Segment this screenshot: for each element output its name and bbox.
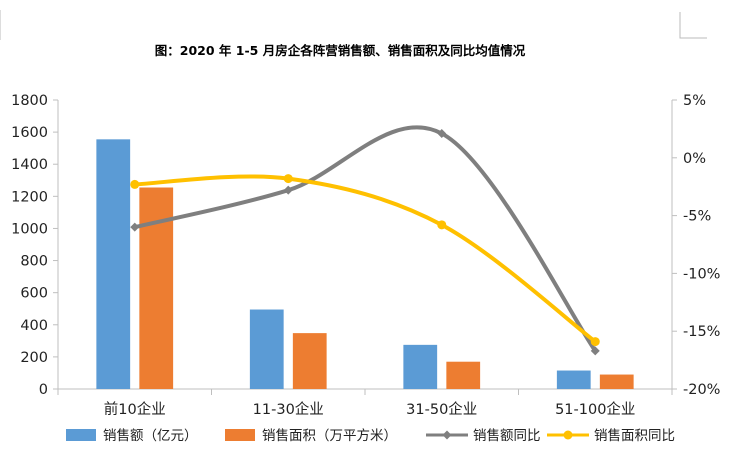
left-tick-label: 800: [20, 254, 48, 270]
right-tick-label: -10%: [683, 266, 720, 282]
x-tick-label: 前10企业: [104, 400, 166, 418]
frame-corner-right: [679, 12, 707, 39]
left-tick-label: 1800: [11, 93, 48, 109]
legend-sales-amount-yoy-marker: [442, 430, 452, 440]
right-tick-label: -15%: [683, 324, 720, 340]
point-sales-area-yoy: [283, 174, 293, 184]
legend-sales-amount-yoy-text: 销售额同比: [473, 428, 541, 444]
left-tick-label: 1200: [11, 189, 48, 205]
left-tick-label: 1000: [11, 221, 48, 237]
left-tick-label: 1600: [11, 125, 48, 141]
line-sales-area-yoy: [132, 174, 598, 344]
bar-sales-amount: [556, 370, 591, 389]
legend-sales-area-swatch: [225, 429, 255, 441]
point-sales-area-yoy: [130, 179, 140, 189]
bar-sales-area: [292, 333, 327, 389]
bar-sales-amount: [249, 309, 284, 389]
legend-sales-area-yoy-text: 销售面积同比: [594, 428, 675, 444]
chart-title: 图：2020 年 1-5 月房企各阵营销售额、销售面积及同比均值情况: [155, 43, 526, 58]
x-tick-label: 31-50企业: [406, 400, 477, 418]
left-tick-label: 600: [20, 286, 48, 302]
x-axis: 前10企业 11-30企业 31-50企业 51-100企业: [57, 388, 673, 418]
left-tick-label: 0: [39, 382, 48, 398]
legend: 销售额（亿元） 销售面积（万平方米） 销售额同比 销售面积同比: [66, 428, 675, 444]
point-sales-area-yoy: [437, 220, 447, 230]
right-axis: 5% 0% -5% -10% -15% -20%: [671, 93, 720, 398]
bar-sales-area: [446, 361, 481, 389]
point-sales-amount-yoy: [283, 185, 293, 195]
right-tick-label: 0%: [683, 151, 706, 167]
bar-sales-area: [599, 374, 634, 389]
right-tick-label: 5%: [683, 93, 706, 109]
line-sales-amount-yoy: [132, 125, 598, 353]
left-tick-label: 400: [20, 318, 48, 334]
left-tick-label: 200: [20, 350, 48, 366]
left-axis: 1800 1600 1400 1200 1000 800 600 400 200 0: [11, 93, 59, 398]
legend-sales-area-yoy-marker: [563, 430, 573, 440]
right-tick-label: -20%: [683, 382, 720, 398]
right-tick-label: -5%: [683, 209, 711, 225]
point-sales-amount-yoy: [437, 129, 447, 139]
left-tick-label: 1400: [11, 157, 48, 173]
legend-sales-area-text: 销售面积（万平方米）: [262, 428, 397, 444]
bar-sales-amount: [403, 344, 438, 389]
legend-sales-amount-swatch: [66, 429, 96, 441]
x-tick-label: 51-100企业: [555, 400, 635, 418]
point-sales-area-yoy: [590, 337, 600, 347]
bar-series: [96, 139, 634, 389]
legend-sales-amount-text: 销售额（亿元）: [103, 428, 198, 444]
line-series: [130, 125, 600, 356]
x-tick-label: 11-30企业: [253, 400, 324, 418]
bar-sales-amount: [96, 139, 131, 389]
point-sales-amount-yoy: [130, 222, 140, 232]
point-sales-amount-yoy: [590, 346, 600, 356]
